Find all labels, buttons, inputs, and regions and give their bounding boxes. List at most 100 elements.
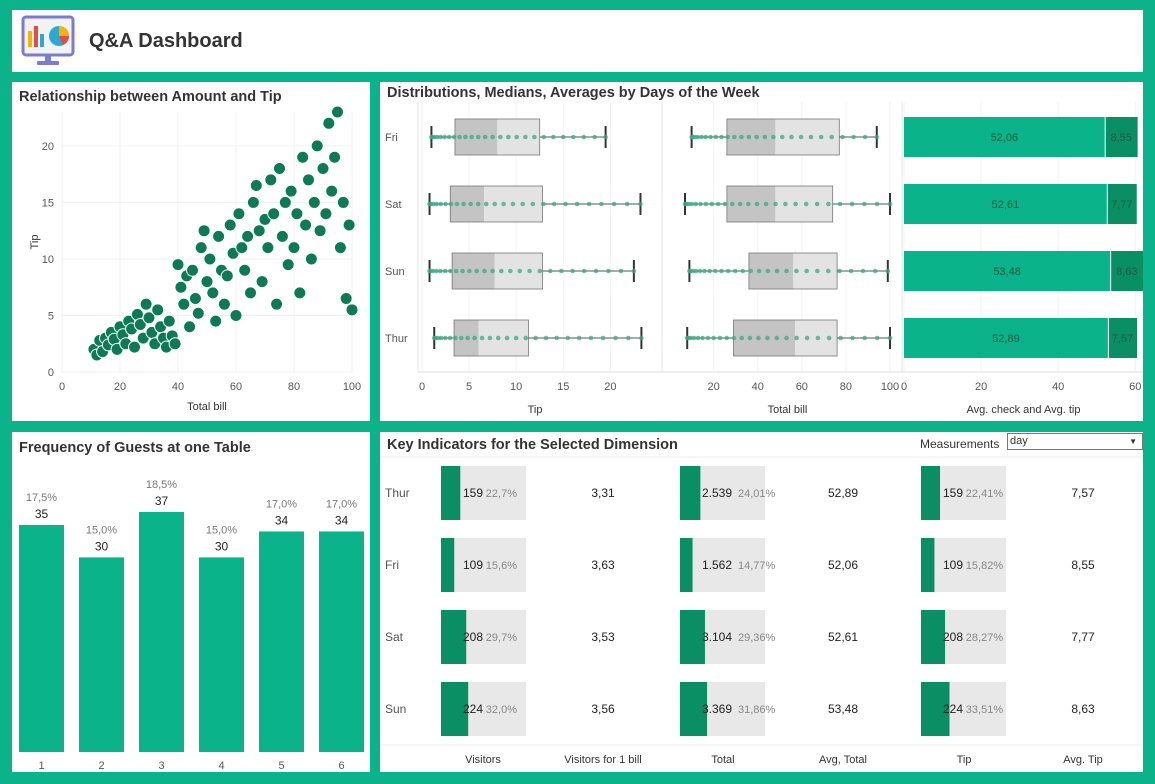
tip-box-jitter-point xyxy=(541,134,547,140)
kpi-total-fill xyxy=(680,610,705,664)
scatter-point xyxy=(304,252,318,266)
bill-box-jitter-point xyxy=(794,268,799,274)
tip-box-jitter-point xyxy=(438,201,444,207)
tip-box-jitter-point xyxy=(490,268,495,274)
frequency-percent-label: 17,5% xyxy=(26,492,57,504)
tip-box-jitter-point xyxy=(472,335,477,341)
scatter-point xyxy=(217,297,231,311)
tip-box-jitter-point xyxy=(482,268,487,274)
tip-box-jitter-point xyxy=(435,335,441,341)
tip-box-jitter-point xyxy=(571,134,576,140)
kpi-row-label: Sat xyxy=(385,630,404,644)
bill-box-jitter-point xyxy=(874,201,880,207)
bill-box-jitter-point xyxy=(698,201,703,207)
scatter-point xyxy=(246,195,260,209)
measurements-label: Measurements xyxy=(920,437,1000,451)
tip-box-jitter-point xyxy=(548,268,553,274)
kpi-table: Visitors Visitors for 1 bill Total Avg, Tot… xyxy=(380,456,1143,766)
tip-box-jitter-point xyxy=(510,201,516,207)
tip-box-jitter-point xyxy=(551,134,556,140)
scatter-point xyxy=(142,311,156,325)
tip-box-jitter-point xyxy=(448,201,454,207)
kpi-visitors-fill xyxy=(441,466,461,520)
bill-box-jitter-point xyxy=(703,134,709,140)
avg-x-tick: 0 xyxy=(901,381,907,393)
scatter-point xyxy=(232,207,246,221)
bill-box-jitter-point xyxy=(763,201,769,207)
scatter-point xyxy=(293,286,307,300)
kpi-visitors-fill xyxy=(441,682,469,736)
avg-check-bar xyxy=(904,184,1107,224)
bill-box-jitter-point xyxy=(784,335,789,341)
scatter-y-tick: 5 xyxy=(48,310,54,322)
bill-box-jitter-point xyxy=(700,335,705,341)
scatter-y-tick: 10 xyxy=(42,254,54,266)
bill-box-jitter-point xyxy=(740,268,746,274)
tip-box-jitter-point xyxy=(434,268,439,274)
tip-box-jitter-point xyxy=(438,268,443,274)
scatter-point xyxy=(331,105,344,119)
scatter-point xyxy=(325,184,339,198)
tip-box-jitter-point xyxy=(498,134,503,140)
tip-box-jitter-point xyxy=(527,268,532,274)
day-label: Sat xyxy=(385,199,402,211)
scatter-point xyxy=(273,162,286,176)
scatter-point xyxy=(212,229,226,243)
bill-box-jitter-point xyxy=(695,134,701,140)
tip-box-jitter-point xyxy=(451,134,457,140)
kpi-visitors-fill xyxy=(441,610,467,664)
tip-box-jitter-point xyxy=(618,268,624,274)
bill-box-jitter-point xyxy=(815,335,821,341)
tip-box-jitter-point xyxy=(593,268,599,274)
tip-box-jitter-point xyxy=(639,335,644,341)
scatter-point xyxy=(342,218,356,232)
scatter-point xyxy=(249,178,263,192)
kpi-tip-fill xyxy=(921,466,941,520)
bill-box-jitter-point xyxy=(731,335,737,341)
scatter-point xyxy=(188,292,202,306)
kpi-total-value: 2.539 xyxy=(702,486,732,500)
kpi-visitors-percent: 15,6% xyxy=(486,560,517,572)
measurements-dropdown[interactable]: day ▼ xyxy=(1007,433,1143,450)
scatter-x-label: Total bill xyxy=(187,401,227,413)
scatter-point xyxy=(238,263,252,277)
bill-box-jitter-point xyxy=(814,201,820,207)
bill-box-jitter-point xyxy=(851,134,856,140)
tip-box-jitter-point xyxy=(581,134,587,140)
avg-tip-label: 8,63 xyxy=(1116,266,1137,278)
bill-box-jitter-point xyxy=(737,201,743,207)
bill-box-jitter-point xyxy=(860,268,866,274)
scatter-point xyxy=(128,340,141,354)
frequency-panel: Frequency of Guests at one Table 35 17,5%… xyxy=(12,432,370,772)
bill-box-x-tick: 100 xyxy=(881,381,899,393)
bill-box-jitter-point xyxy=(773,201,778,207)
kpi-tip-fill xyxy=(921,682,950,736)
scatter-point xyxy=(328,150,342,164)
bill-box-jitter-point xyxy=(754,134,759,140)
frequency-percent-label: 15,0% xyxy=(86,524,117,536)
frequency-bar xyxy=(199,557,244,752)
kpi-per-bill: 3,63 xyxy=(591,558,615,572)
bill-box-jitter-point xyxy=(862,201,867,207)
tip-box-jitter-point xyxy=(453,335,458,341)
tip-box-x-tick: 20 xyxy=(604,381,616,393)
bill-box-jitter-point xyxy=(765,268,771,274)
bill-box-jitter-point xyxy=(874,134,880,140)
scatter-point xyxy=(186,263,199,277)
tip-box-jitter-point xyxy=(532,134,537,140)
kpi-per-bill: 3,56 xyxy=(591,702,615,716)
tip-box-jitter-point xyxy=(463,134,468,140)
bill-box-jitter-point xyxy=(887,335,893,341)
tip-box-jitter-point xyxy=(517,268,523,274)
kpi-total-percent: 29,36% xyxy=(738,632,776,644)
tip-box-jitter-point xyxy=(468,201,473,207)
tip-box-jitter-point xyxy=(551,201,557,207)
bill-box-jitter-point xyxy=(774,335,780,341)
scatter-point xyxy=(191,306,205,320)
kpi-visitors-percent: 22,7% xyxy=(486,488,517,500)
tip-box-jitter-point xyxy=(447,335,453,341)
tip-box-jitter-point xyxy=(624,201,630,207)
tip-box-jitter-point xyxy=(442,268,448,274)
bill-box-jitter-point xyxy=(699,134,704,140)
tip-box-jitter-point xyxy=(443,201,448,207)
